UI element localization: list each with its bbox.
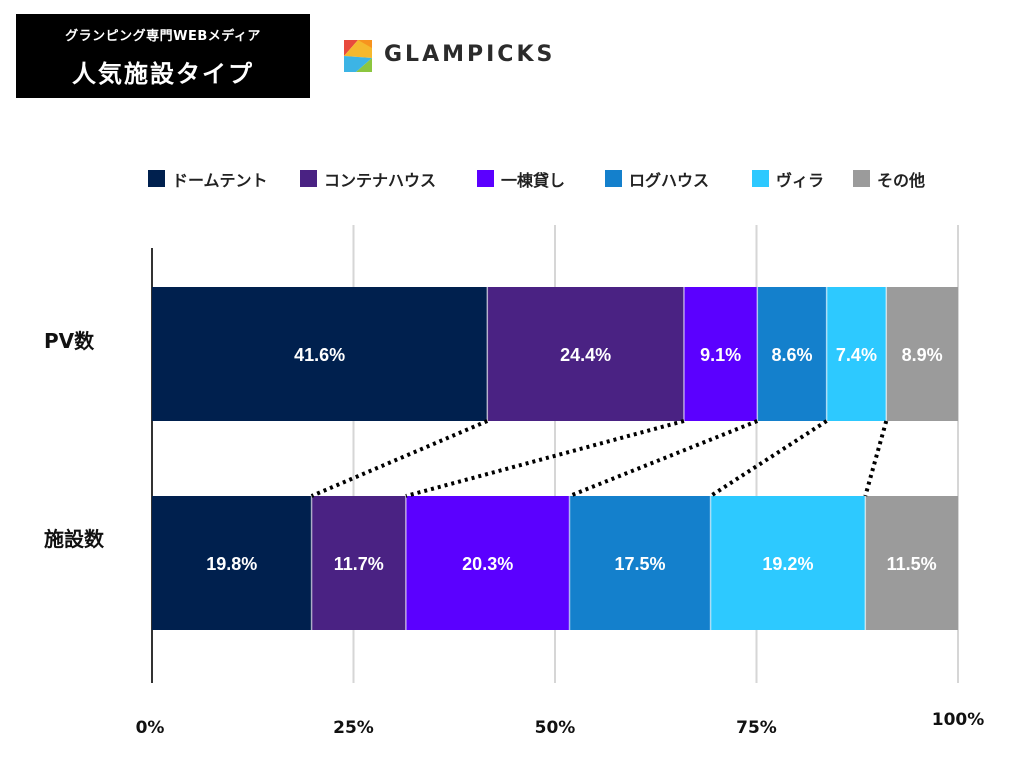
connector-line (568, 419, 759, 498)
bar-segment (311, 496, 406, 630)
bar-segment (152, 496, 312, 630)
bar-segment (683, 287, 758, 421)
legend-label: その他 (877, 171, 925, 190)
data-label: 7.4% (836, 345, 877, 365)
connector-line (310, 419, 489, 498)
legend-label: ドームテント (172, 171, 268, 190)
bar-segment (865, 496, 958, 630)
legend-label: 一棟貸し (501, 171, 565, 190)
bar-segment (487, 287, 684, 421)
data-label: 17.5% (615, 554, 666, 574)
legend-label: コンテナハウス (324, 171, 436, 190)
legend-swatch (148, 170, 165, 187)
title-banner: グランピング専門WEBメディア 人気施設タイプ (16, 14, 310, 98)
x-tick-label: 25% (333, 718, 374, 738)
connector-line (709, 419, 828, 498)
bar-segment (710, 496, 866, 630)
bar-segment (757, 287, 827, 421)
category-label: 施設数 (44, 527, 105, 551)
data-label: 8.9% (902, 345, 943, 365)
category-label: PV数 (44, 329, 95, 353)
data-label: 41.6% (294, 345, 345, 365)
legend-swatch (477, 170, 494, 187)
glampicks-logo-icon (344, 40, 372, 72)
bar-segment (152, 287, 488, 421)
media-subtitle: グランピング専門WEBメディア (65, 29, 261, 44)
x-tick-label: 0% (136, 718, 165, 738)
x-tick-label: 75% (736, 718, 777, 738)
connector-line (405, 419, 685, 498)
data-label: 20.3% (462, 554, 513, 574)
x-tick-label: 50% (535, 718, 576, 738)
x-tick-label: 100% (932, 710, 985, 730)
legend-label: ヴィラ (776, 171, 824, 190)
legend-swatch (752, 170, 769, 187)
legend-swatch (853, 170, 870, 187)
legend-label: ログハウス (629, 171, 709, 190)
data-label: 19.8% (206, 554, 257, 574)
bar-segment (826, 287, 887, 421)
connector-line (863, 420, 889, 497)
data-label: 24.4% (560, 345, 611, 365)
data-label: 19.2% (762, 554, 813, 574)
bar-segment (886, 287, 958, 421)
data-label: 11.5% (887, 554, 937, 574)
bar-segment (405, 496, 570, 630)
bar-segment (569, 496, 711, 630)
page-title: 人気施設タイプ (72, 60, 254, 88)
legend-swatch (300, 170, 317, 187)
brand-name: GLAMPICKS (384, 42, 556, 67)
data-label: 11.7% (334, 554, 384, 574)
legend-swatch (605, 170, 622, 187)
data-label: 9.1% (700, 345, 741, 365)
data-label: 8.6% (771, 345, 812, 365)
